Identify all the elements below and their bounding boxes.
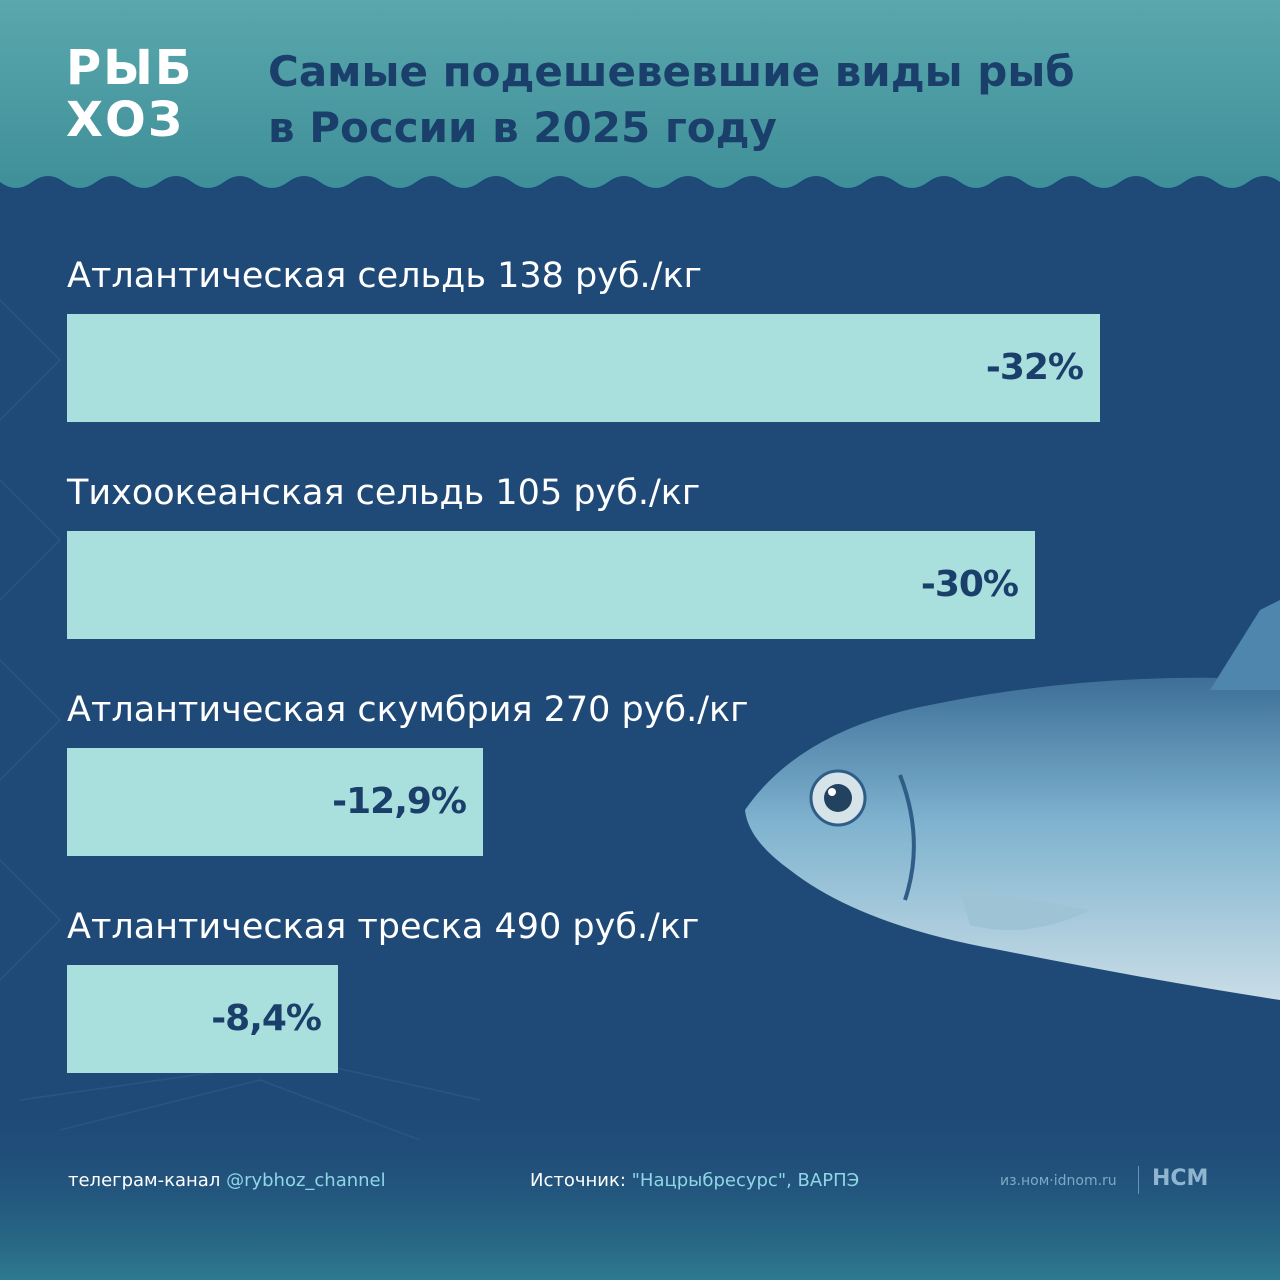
logo-line-1: РЫБ bbox=[66, 40, 194, 96]
bar-value-label-4: -8,4% bbox=[211, 998, 322, 1039]
bar-label-4: Атлантическая треска 490 руб./кг bbox=[67, 907, 700, 947]
bar-label-3: Атлантическая скумбрия 270 руб./кг bbox=[67, 690, 749, 730]
bar-label-1: Атлантическая сельдь 138 руб./кг bbox=[67, 256, 703, 296]
fish-illustration bbox=[745, 600, 1280, 1000]
footer-source: Источник: "Нацрыбресурс", ВАРПЭ bbox=[530, 1170, 859, 1191]
logo: РЫБ ХОЗ bbox=[66, 42, 196, 146]
footer-channel: телеграм-канал @rybhoz_channel bbox=[68, 1170, 386, 1191]
footer-source-text: "Нацрыбресурс", ВАРПЭ bbox=[631, 1170, 860, 1191]
bar-1: -32% bbox=[67, 314, 1100, 422]
bar-3: -12,9% bbox=[67, 748, 483, 856]
footer-channel-link[interactable]: @rybhoz_channel bbox=[226, 1170, 386, 1191]
bar-value-label-1: -32% bbox=[985, 347, 1084, 388]
footer-source-prefix: Источник: bbox=[530, 1170, 632, 1191]
page-title: Самые подешевевшие виды рыб в России в 2… bbox=[268, 44, 1228, 156]
bar-value-label-2: -30% bbox=[920, 564, 1019, 605]
bar-value-label-3: -12,9% bbox=[332, 781, 467, 822]
title-line-2: в России в 2025 году bbox=[268, 103, 777, 152]
header-wave-band bbox=[0, 0, 1280, 188]
footer-channel-prefix: телеграм-канал bbox=[68, 1170, 227, 1191]
bar-2: -30% bbox=[67, 531, 1035, 639]
bar-4: -8,4% bbox=[67, 965, 338, 1073]
footer-brand-logo: НСМ bbox=[1152, 1166, 1209, 1191]
title-line-1: Самые подешевевшие виды рыб bbox=[268, 47, 1075, 96]
bar-label-2: Тихоокеанская сельдь 105 руб./кг bbox=[67, 473, 701, 513]
footer-divider bbox=[1138, 1166, 1139, 1194]
logo-line-2: ХОЗ bbox=[66, 92, 184, 148]
footer-site: из.ном·idnom.ru bbox=[1000, 1173, 1117, 1189]
